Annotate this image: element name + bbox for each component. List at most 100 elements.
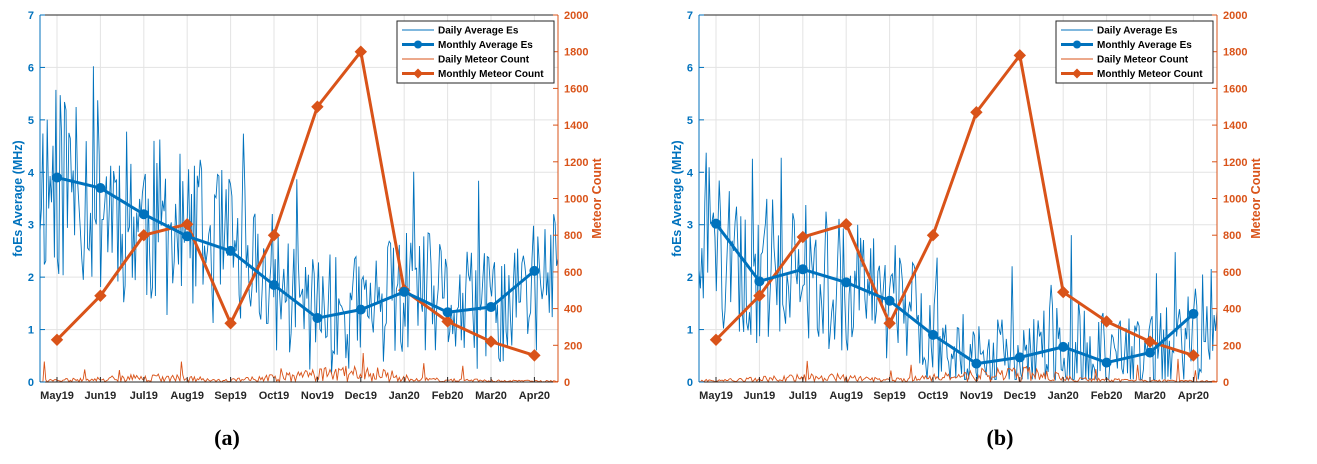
- monthly-average-es-marker: [355, 304, 366, 315]
- daily-meteor-count-line: [39, 352, 559, 384]
- daily-average-es-line: [698, 152, 1218, 381]
- monthly-average-es-marker: [138, 209, 149, 220]
- daily-meteor-count-line: [698, 358, 1218, 384]
- monthly-meteor-marker: [1143, 335, 1157, 348]
- y-tick-label-right: 600: [1223, 267, 1241, 279]
- monthly-meteor-marker: [267, 228, 281, 242]
- monthly-average-es-marker: [486, 302, 496, 313]
- x-tick-label: Jan20: [389, 390, 420, 402]
- x-tick-label: May19: [699, 390, 733, 402]
- y-tick-label-right: 2000: [1223, 10, 1247, 22]
- y-tick-label-right: 1800: [1223, 47, 1247, 59]
- y-tick-label-left: 5: [28, 115, 34, 127]
- y-tick-label-right: 1600: [564, 83, 588, 95]
- monthly-average-es-marker: [1101, 357, 1112, 368]
- x-tick-label: Sep19: [873, 390, 905, 402]
- y-axis-label-left: foEs Average (MHz): [11, 140, 25, 256]
- monthly-average-es-marker: [442, 307, 453, 318]
- y-tick-label-left: 4: [28, 167, 35, 179]
- y-tick-label-left: 1: [28, 325, 34, 337]
- legend-label: Daily Average Es: [1097, 26, 1178, 37]
- x-tick-label: Aug19: [170, 390, 204, 402]
- y-tick-label-right: 200: [1223, 340, 1241, 352]
- y-tick-label-left: 1: [687, 325, 693, 337]
- monthly-meteor-marker: [484, 335, 498, 348]
- y-tick-label-left: 7: [687, 10, 693, 22]
- y-tick-label-left: 6: [687, 62, 693, 74]
- monthly-meteor-marker: [94, 289, 107, 302]
- x-tick-label: Oct19: [918, 390, 949, 402]
- y-tick-label-right: 2000: [564, 10, 588, 22]
- legend-label: Monthly Meteor Count: [1097, 69, 1203, 80]
- x-tick-label: Apr20: [1178, 390, 1209, 402]
- monthly-average-es-line: [714, 222, 1195, 366]
- x-tick-label: Aug19: [829, 390, 863, 402]
- monthly-meteor-marker: [1100, 315, 1113, 328]
- y-tick-label-right: 800: [564, 230, 582, 242]
- y-tick-label-left: 5: [687, 115, 693, 127]
- monthly-meteor-marker: [883, 317, 896, 330]
- monthly-meteor-count-line: [55, 48, 535, 357]
- x-tick-label: Jul19: [789, 390, 817, 402]
- monthly-average-es-marker: [928, 329, 938, 340]
- x-tick-label: Feb20: [432, 390, 464, 402]
- y-tick-label-left: 3: [28, 220, 34, 232]
- x-tick-label: Jan20: [1048, 390, 1079, 402]
- monthly-meteor-marker: [180, 217, 194, 231]
- monthly-meteor-marker: [354, 45, 368, 58]
- y-tick-label-right: 200: [564, 340, 582, 352]
- x-tick-label: Apr20: [519, 390, 550, 402]
- y-tick-label-left: 0: [687, 377, 693, 389]
- x-tick-label: Mar20: [1134, 390, 1166, 402]
- y-tick-label-left: 4: [687, 167, 694, 179]
- y-tick-label-right: 800: [1223, 230, 1241, 242]
- monthly-average-es-marker: [399, 286, 410, 297]
- monthly-average-es-marker: [52, 172, 62, 183]
- monthly-average-es-marker: [312, 313, 323, 324]
- monthly-meteor-marker: [926, 228, 940, 242]
- x-tick-label: Oct19: [259, 390, 290, 402]
- monthly-average-es-marker: [225, 245, 236, 256]
- legend-label: Monthly Average Es: [1097, 40, 1192, 51]
- monthly-average-es-marker: [1058, 341, 1069, 352]
- monthly-average-es-marker: [182, 231, 193, 242]
- legend-label: Monthly Average Es: [438, 40, 533, 51]
- monthly-meteor-marker: [224, 317, 237, 330]
- legend-label: Daily Meteor Count: [438, 55, 530, 66]
- y-tick-label-left: 0: [28, 377, 34, 389]
- x-tick-label: Sep19: [214, 390, 246, 402]
- monthly-average-es-marker: [95, 183, 106, 194]
- y-tick-label-left: 3: [687, 220, 693, 232]
- chart-panel-a: 0 1 2 3 4 5 6 7 0 200 400 600 800 1000 1200 1400 1600 180…: [0, 0, 658, 464]
- monthly-average-es-line: [56, 176, 536, 320]
- chart-panel-b: 0 1 2 3 4 5 6 7 0 200 400 600 800 1000 1200 1400 1600 180…: [659, 0, 1317, 464]
- legend-label: Daily Meteor Count: [1097, 55, 1189, 66]
- y-tick-label-left: 6: [28, 62, 34, 74]
- y-tick-label-right: 1000: [564, 194, 588, 206]
- y-tick-label-left: 2: [28, 272, 34, 284]
- monthly-meteor-marker: [796, 230, 810, 244]
- legend-label: Daily Average Es: [438, 26, 519, 37]
- monthly-average-es-marker: [529, 265, 540, 276]
- monthly-average-es-marker: [841, 277, 852, 288]
- y-tick-label-right: 1200: [564, 157, 588, 169]
- x-tick-label: Jul19: [130, 390, 158, 402]
- monthly-meteor-marker: [1013, 49, 1027, 62]
- monthly-meteor-marker: [137, 228, 151, 242]
- monthly-average-es-marker: [797, 264, 808, 275]
- caption-b: (b): [986, 425, 1014, 450]
- monthly-meteor-marker: [753, 289, 766, 302]
- monthly-meteor-count-line: [714, 51, 1194, 357]
- y-tick-label-left: 7: [28, 10, 34, 22]
- caption-a: (a): [214, 425, 240, 450]
- monthly-meteor-marker: [441, 315, 454, 328]
- legend-label: Monthly Meteor Count: [438, 69, 544, 80]
- y-tick-label-right: 400: [564, 304, 582, 316]
- y-tick-label-right: 0: [1223, 377, 1229, 389]
- y-tick-label-right: 1400: [1223, 120, 1247, 132]
- monthly-average-es-marker: [754, 276, 765, 287]
- monthly-average-es-marker: [971, 358, 982, 369]
- y-tick-label-right: 0: [564, 377, 570, 389]
- chart-b-svg: 0 1 2 3 4 5 6 7 0 200 400 600 800 1000 1200 1400 1600 180…: [670, 10, 1263, 402]
- x-tick-label: Nov19: [960, 390, 993, 402]
